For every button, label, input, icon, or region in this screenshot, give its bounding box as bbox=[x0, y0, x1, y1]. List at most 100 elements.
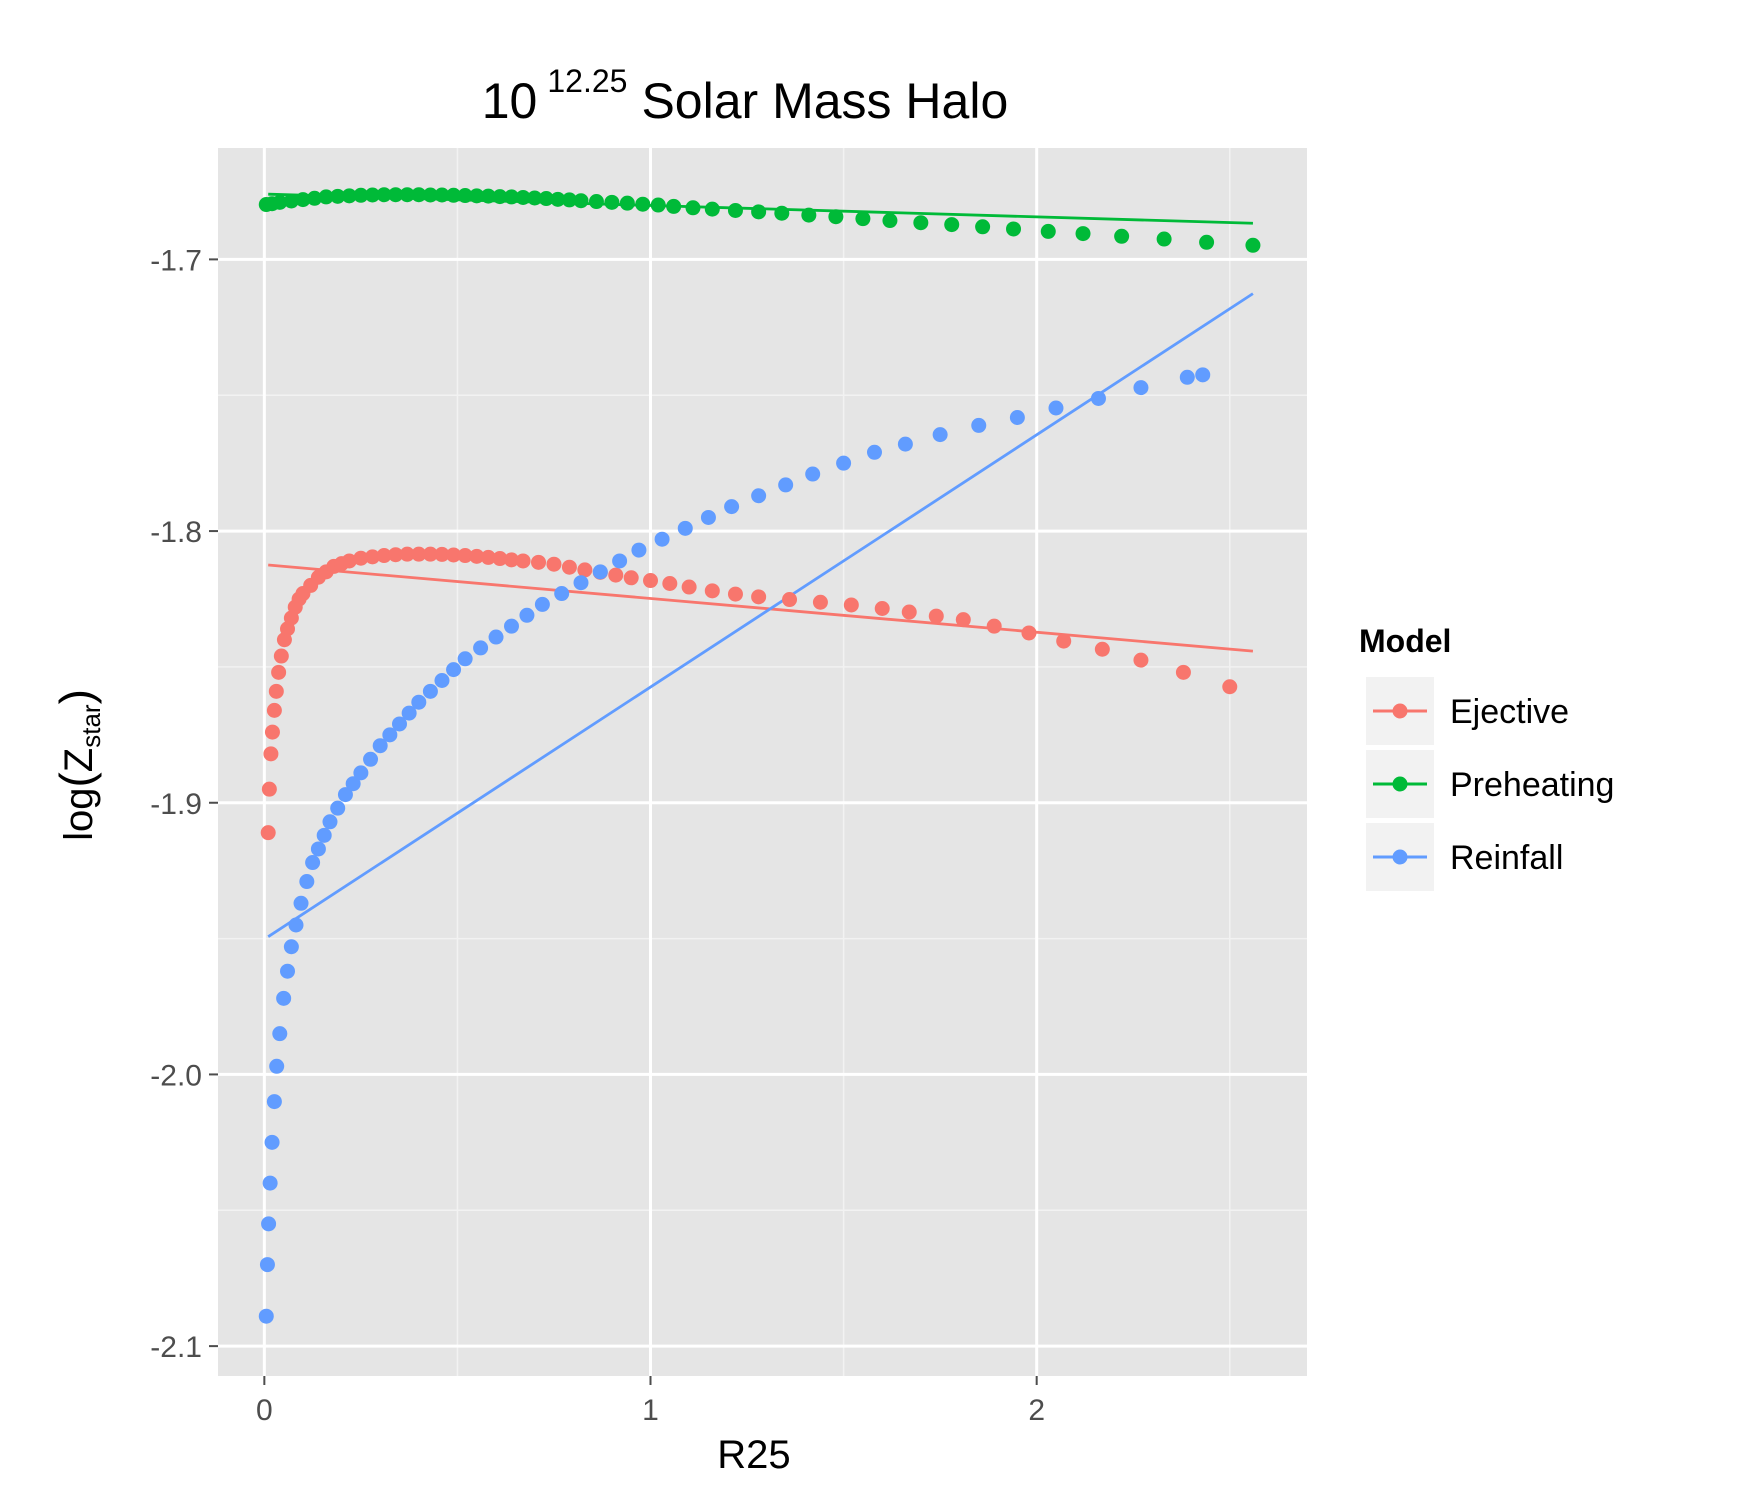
legend-title: Model bbox=[1359, 623, 1451, 659]
point-ejective bbox=[515, 553, 531, 569]
legend-label: Reinfall bbox=[1450, 839, 1563, 877]
point-preheating bbox=[376, 187, 392, 203]
point-ejective bbox=[457, 548, 473, 564]
y-axis-title-main: Z bbox=[57, 748, 101, 772]
point-reinfall bbox=[473, 640, 489, 656]
point-ejective bbox=[492, 551, 508, 567]
point-reinfall bbox=[1009, 410, 1025, 426]
x-tick-label: 2 bbox=[1028, 1394, 1045, 1427]
legend-keys: Ejective Preheating Reinfall bbox=[1366, 677, 1614, 891]
point-preheating bbox=[588, 194, 604, 210]
point-reinfall bbox=[446, 662, 462, 678]
point-ejective bbox=[271, 664, 287, 680]
point-reinfall bbox=[322, 814, 338, 830]
point-ejective bbox=[955, 612, 971, 628]
point-preheating bbox=[882, 213, 898, 229]
point-preheating bbox=[480, 188, 496, 204]
point-ejective bbox=[986, 618, 1002, 634]
point-preheating bbox=[1199, 234, 1215, 250]
point-reinfall bbox=[310, 841, 326, 857]
point-reinfall bbox=[276, 990, 292, 1006]
point-reinfall bbox=[677, 520, 693, 536]
point-ejective bbox=[503, 552, 519, 568]
point-reinfall bbox=[932, 427, 948, 443]
point-reinfall bbox=[266, 1094, 282, 1110]
point-ejective bbox=[399, 546, 415, 562]
point-preheating bbox=[650, 197, 666, 213]
point-ejective bbox=[561, 559, 577, 575]
point-ejective bbox=[341, 553, 357, 569]
y-axis-title-subscript: star bbox=[76, 704, 106, 748]
y-axis-title-prefix: log bbox=[57, 788, 101, 841]
point-ejective bbox=[263, 746, 279, 762]
point-preheating bbox=[604, 194, 620, 210]
point-reinfall bbox=[434, 672, 450, 688]
y-tick-label: -1.8 bbox=[150, 516, 202, 549]
y-axis-title-paren-open: ( bbox=[50, 772, 102, 788]
legend-key-point bbox=[1392, 703, 1408, 719]
major-gridlines bbox=[218, 148, 1307, 1376]
point-reinfall bbox=[262, 1175, 278, 1191]
point-preheating bbox=[561, 192, 577, 208]
point-reinfall bbox=[411, 694, 427, 710]
legend-label: Preheating bbox=[1450, 766, 1614, 804]
point-ejective bbox=[662, 576, 678, 592]
point-ejective bbox=[264, 724, 280, 740]
point-reinfall bbox=[1195, 367, 1211, 383]
point-ejective bbox=[546, 556, 562, 572]
point-preheating bbox=[975, 219, 991, 235]
point-ejective bbox=[901, 604, 917, 620]
point-preheating bbox=[1006, 221, 1022, 237]
y-axis-title: log(Zstar) bbox=[50, 689, 106, 841]
point-reinfall bbox=[778, 477, 794, 493]
point-preheating bbox=[913, 215, 929, 231]
point-ejective bbox=[928, 608, 944, 624]
point-preheating bbox=[364, 187, 380, 203]
point-ejective bbox=[1021, 625, 1037, 641]
y-tick-label: -1.7 bbox=[150, 244, 202, 277]
point-reinfall bbox=[401, 705, 417, 721]
point-preheating bbox=[685, 200, 701, 216]
legend-item-ejective: Ejective bbox=[1366, 677, 1569, 745]
point-reinfall bbox=[353, 765, 369, 781]
point-ejective bbox=[531, 554, 547, 570]
point-reinfall bbox=[1133, 380, 1149, 396]
point-preheating bbox=[283, 193, 299, 209]
point-reinfall bbox=[259, 1257, 275, 1273]
point-ejective bbox=[469, 548, 485, 564]
point-reinfall bbox=[457, 651, 473, 667]
point-ejective bbox=[260, 825, 276, 841]
point-ejective bbox=[643, 573, 659, 589]
point-reinfall bbox=[372, 738, 388, 754]
point-preheating bbox=[801, 207, 817, 223]
x-axis: 0 1 2 bbox=[256, 1376, 1045, 1427]
point-reinfall bbox=[1048, 400, 1064, 416]
point-preheating bbox=[457, 188, 473, 204]
point-ejective bbox=[727, 586, 743, 602]
point-preheating bbox=[550, 191, 566, 207]
point-ejective bbox=[1094, 641, 1110, 657]
point-reinfall bbox=[258, 1308, 274, 1324]
y-tick-label: -1.9 bbox=[150, 788, 202, 821]
legend-label: Ejective bbox=[1450, 693, 1569, 731]
point-reinfall bbox=[264, 1134, 280, 1150]
point-preheating bbox=[1245, 237, 1261, 253]
point-ejective bbox=[874, 601, 890, 616]
point-reinfall bbox=[534, 596, 550, 612]
data-points bbox=[258, 187, 1261, 1324]
point-ejective bbox=[608, 567, 624, 583]
point-preheating bbox=[727, 202, 743, 218]
point-preheating bbox=[388, 187, 404, 203]
point-reinfall bbox=[316, 827, 332, 843]
x-tick-label: 0 bbox=[256, 1394, 273, 1427]
legend-key-point bbox=[1392, 849, 1408, 865]
point-preheating bbox=[434, 187, 450, 203]
point-reinfall bbox=[422, 683, 438, 699]
point-reinfall bbox=[631, 542, 647, 558]
point-ejective bbox=[411, 546, 427, 562]
chart-title: 10 12.25 Solar Mass Halo bbox=[482, 63, 1009, 129]
point-reinfall bbox=[866, 444, 882, 460]
point-preheating bbox=[492, 189, 508, 205]
point-reinfall bbox=[1090, 390, 1106, 406]
point-reinfall bbox=[261, 1216, 277, 1232]
